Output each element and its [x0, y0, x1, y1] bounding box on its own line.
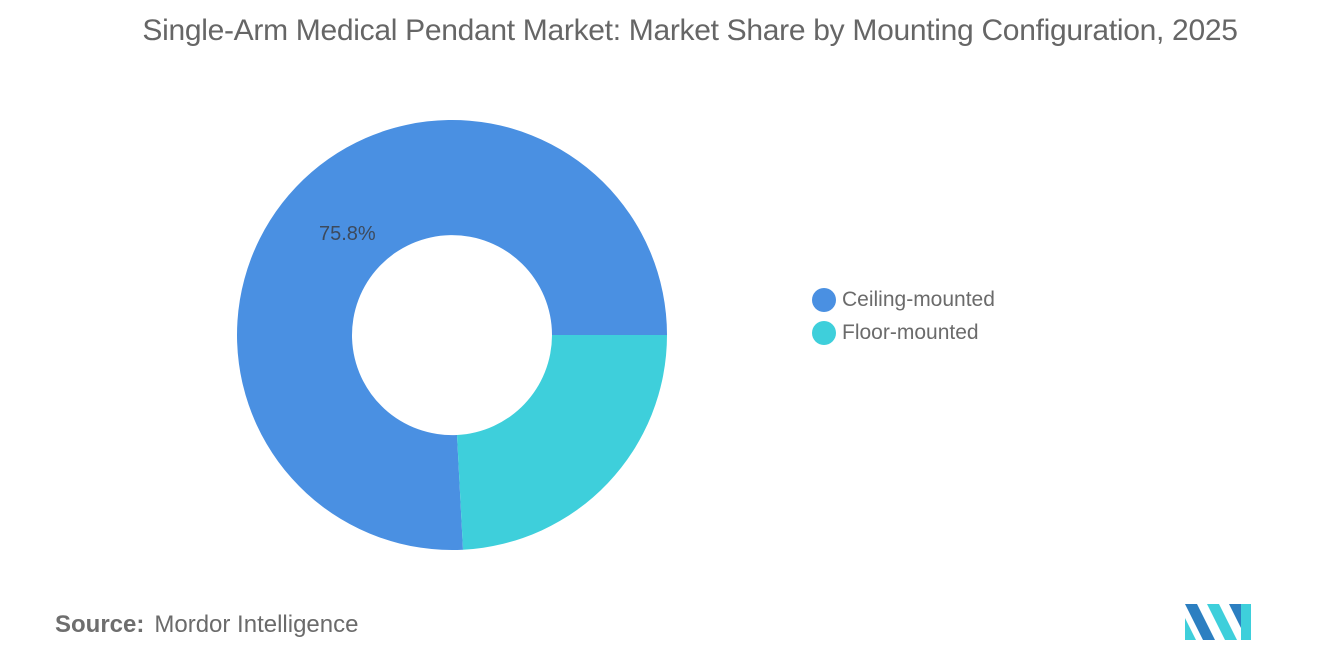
chart-title: Single-Arm Medical Pendant Market: Marke…: [142, 14, 1238, 47]
mordor-logo-icon: [1185, 604, 1251, 640]
slice-floor-mounted: [457, 335, 667, 550]
legend-item-floor-mounted: Floor-mounted: [812, 316, 995, 349]
source-note: Source: Mordor Intelligence: [55, 611, 358, 639]
legend: Ceiling-mounted Floor-mounted: [812, 283, 995, 349]
legend-item-ceiling-mounted: Ceiling-mounted: [812, 283, 995, 316]
legend-swatch-icon: [812, 287, 836, 312]
source-value: Mordor Intelligence: [154, 611, 359, 638]
legend-label: Ceiling-mounted: [842, 287, 995, 311]
legend-label: Floor-mounted: [842, 320, 979, 344]
data-label-ceiling-mounted: 75.8%: [319, 223, 376, 245]
slice-ceiling-mounted: [237, 119, 668, 550]
legend-swatch-icon: [812, 320, 836, 345]
source-label: Source:: [55, 611, 145, 638]
